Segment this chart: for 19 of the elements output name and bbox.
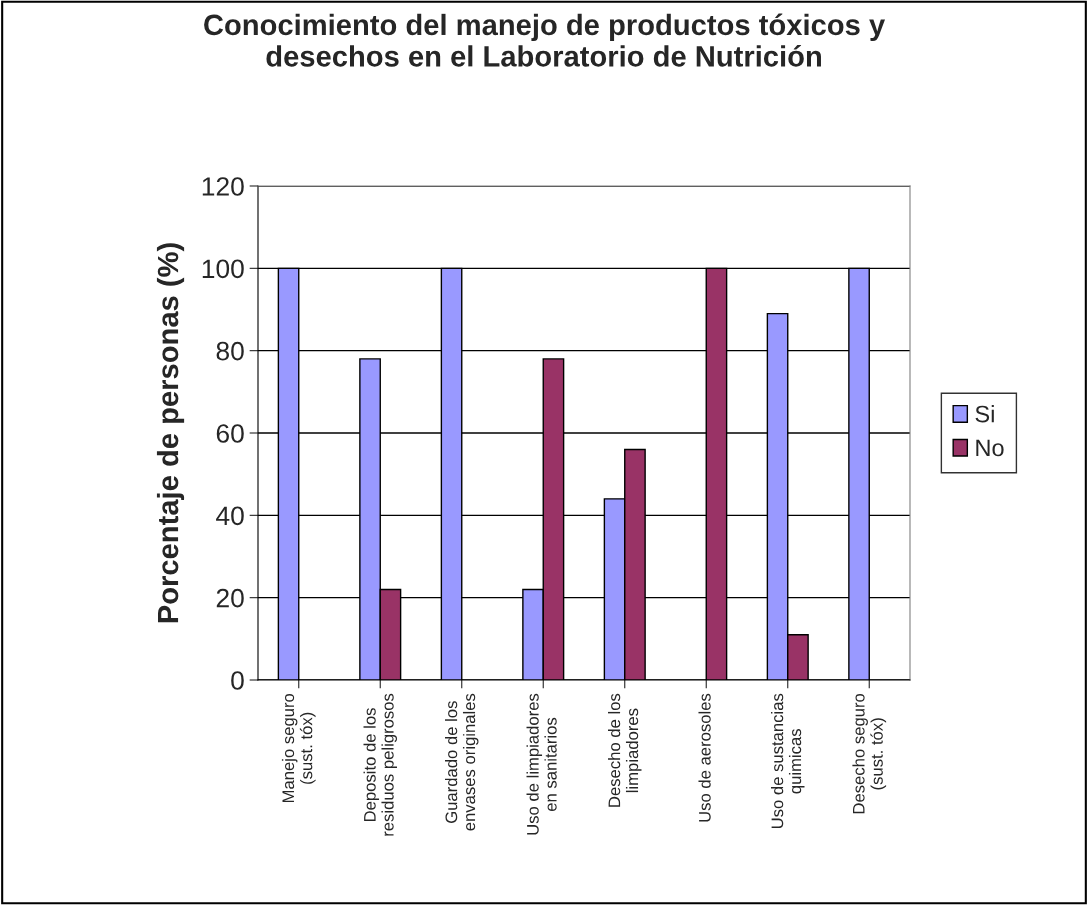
x-tick-label: Uso de limpiadores en sanitarios xyxy=(526,693,557,835)
x-tick-label: Guardado de los envases originales xyxy=(445,693,479,831)
y-tick-label: 40 xyxy=(216,506,244,526)
x-tick-label: Desecho seguro (sust. tóx) xyxy=(852,693,887,814)
legend-label: No xyxy=(976,439,1004,457)
x-tick-label: Uso de sustancias quimicas xyxy=(771,693,805,829)
x-tick-label: Uso de aerosoles xyxy=(698,693,711,822)
y-tick-label: 100 xyxy=(202,259,244,279)
x-tick-label: Manejo seguro (sust. tóx) xyxy=(281,693,316,803)
y-tick-label: 20 xyxy=(216,588,244,608)
y-tick-label: 60 xyxy=(216,424,244,443)
y-axis-title: Porcentaje de personas (%) xyxy=(156,243,185,623)
legend-label: Si xyxy=(975,405,994,423)
chart-title: Conocimiento del manejo de productos tóxicos y desechos en el Laboratorio de Nutrición xyxy=(204,13,885,67)
x-tick-label: Desecho de los limpiadores xyxy=(608,693,642,807)
y-tick-label: 80 xyxy=(216,341,244,361)
y-tick-label: 0 xyxy=(231,671,244,690)
y-tick-label: 120 xyxy=(202,177,244,196)
x-tick-label: Deposito de los residuos peligrosos xyxy=(363,693,397,836)
